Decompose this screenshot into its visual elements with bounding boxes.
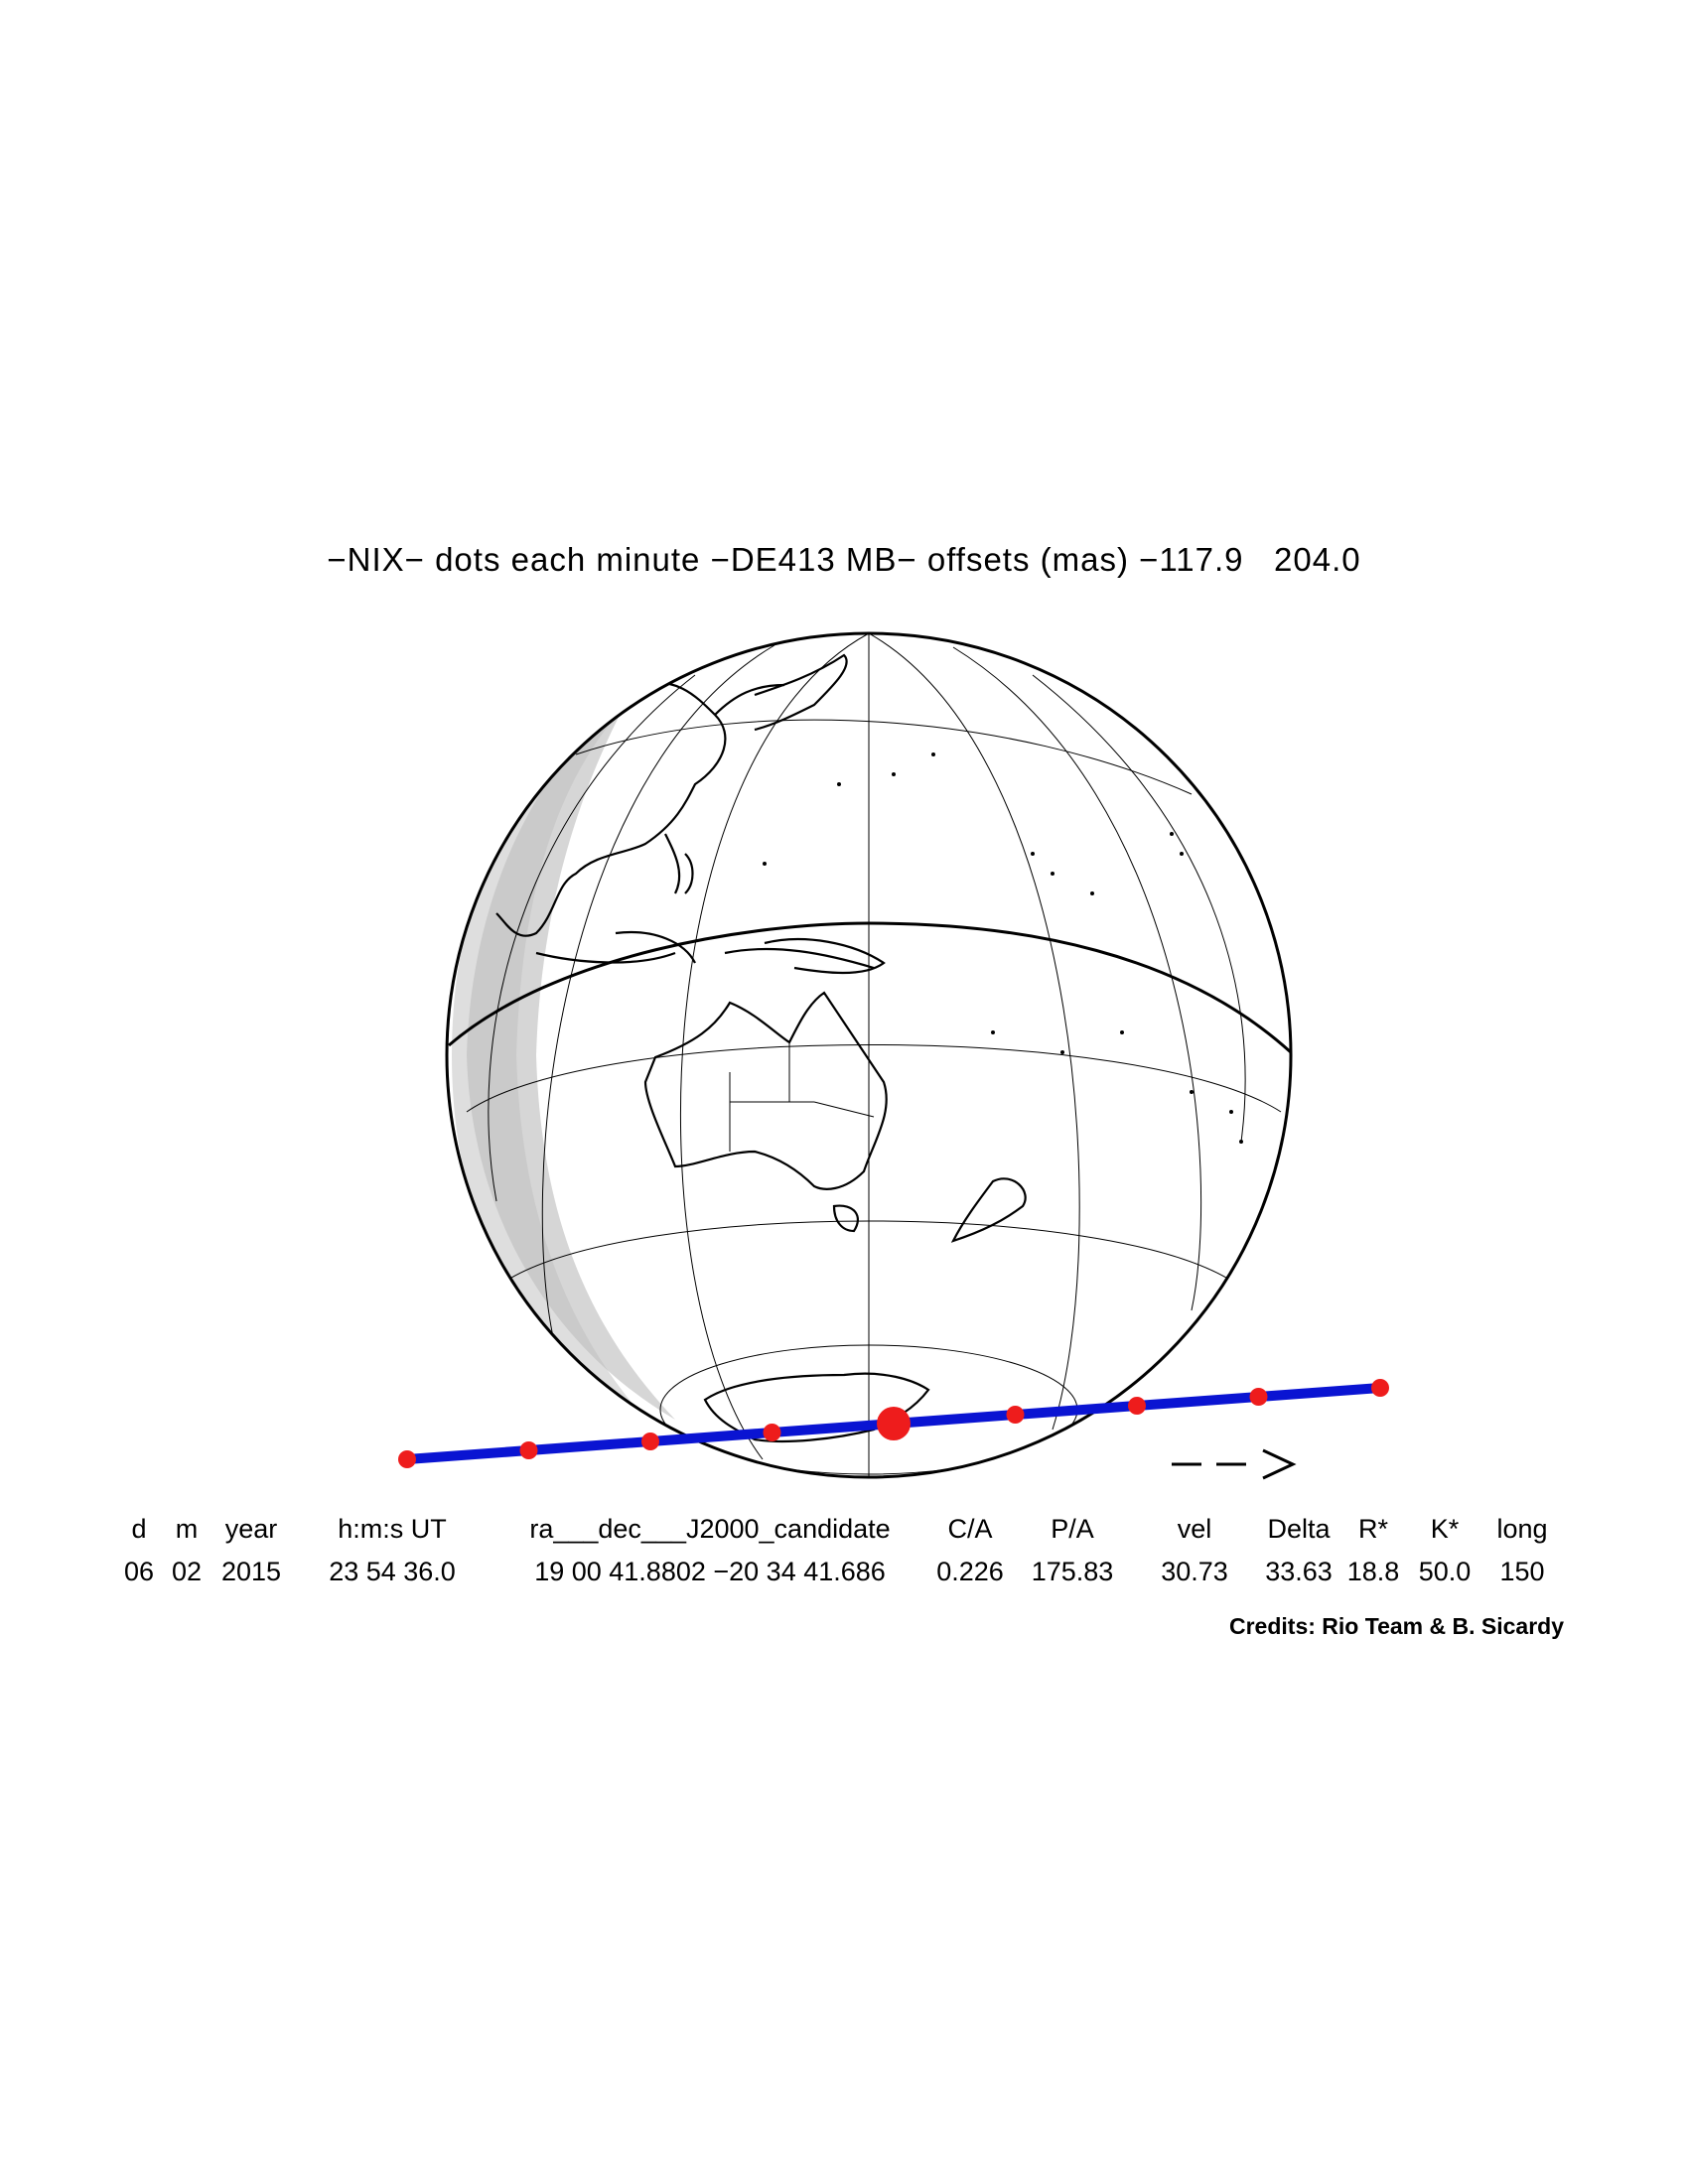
- minute-dot: [1006, 1406, 1025, 1424]
- headers-9: R*: [1357, 1514, 1389, 1544]
- values-2: 2015: [220, 1557, 282, 1586]
- headers-6: P/A: [1051, 1514, 1094, 1544]
- minute-dot: [763, 1424, 781, 1441]
- globe-outline: [445, 631, 1293, 1479]
- minute-dot: [398, 1450, 416, 1468]
- credits-text: Credits: Rio Team & B. Sicardy: [1229, 1613, 1564, 1639]
- indonesia: [535, 930, 875, 970]
- headers-0: d: [131, 1514, 147, 1544]
- pacific-islands: [763, 752, 1243, 1144]
- values-6: 175.83: [1031, 1557, 1114, 1586]
- closest-approach-dot: [877, 1407, 911, 1440]
- values-5: 0.226: [936, 1557, 1004, 1586]
- values-8: 33.63: [1265, 1557, 1333, 1586]
- headers-3: h:m:s UT: [338, 1514, 447, 1544]
- new-zealand: [950, 1177, 1027, 1243]
- values-3: 23 54 36.0: [329, 1557, 456, 1586]
- headers-2: year: [224, 1514, 278, 1544]
- antarctica: [703, 1372, 930, 1443]
- headers-8: Delta: [1267, 1514, 1331, 1544]
- minute-dot: [1249, 1388, 1268, 1406]
- headers-11: long: [1496, 1514, 1548, 1544]
- occultation-track: [398, 1379, 1389, 1468]
- japan: [754, 653, 848, 732]
- headers-1: m: [175, 1514, 199, 1544]
- australia: [643, 991, 888, 1190]
- new-guinea: [764, 937, 886, 975]
- night-shading: [452, 655, 675, 1430]
- minute-dot: [1371, 1379, 1389, 1397]
- minute-dot: [641, 1433, 659, 1450]
- globe: [445, 631, 1293, 1479]
- values-4: 19 00 41.8802 −20 34 41.686: [534, 1557, 886, 1586]
- values-0: 06: [123, 1557, 155, 1586]
- values-11: 150: [1499, 1557, 1545, 1586]
- minute-dot: [519, 1441, 538, 1459]
- values-7: 30.73: [1161, 1557, 1228, 1586]
- graticule: [466, 633, 1282, 1477]
- tasmania: [832, 1204, 859, 1233]
- philippines: [664, 833, 694, 894]
- direction-arrow: [1172, 1448, 1297, 1480]
- values-1: 02: [171, 1557, 203, 1586]
- state-borders: [729, 1042, 875, 1152]
- headers-5: C/A: [947, 1514, 993, 1544]
- minute-dot: [1128, 1397, 1146, 1415]
- equator-line: [448, 921, 1291, 1054]
- values-10: 50.0: [1418, 1557, 1472, 1586]
- values-9: 18.8: [1346, 1557, 1400, 1586]
- headers-4: ra___dec___J2000_candidate: [529, 1514, 891, 1544]
- headers-10: K*: [1430, 1514, 1460, 1544]
- minute-dots: [398, 1379, 1389, 1468]
- asia-coast: [495, 681, 785, 937]
- map-title: −NIX− dots each minute −DE413 MB− offset…: [327, 541, 1361, 578]
- coastlines: [495, 653, 1027, 1443]
- headers-7: vel: [1177, 1514, 1212, 1544]
